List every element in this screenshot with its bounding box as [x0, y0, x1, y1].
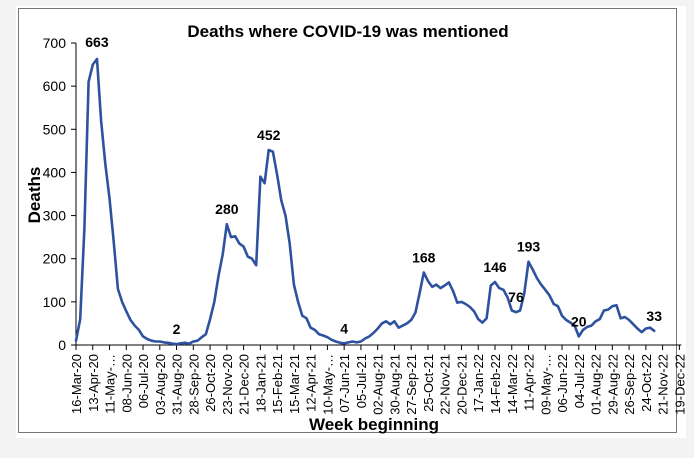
x-tick-label: 10-May-…: [320, 354, 335, 415]
x-tick-label: 12-Apr-21: [304, 354, 319, 412]
y-tick-label: 100: [43, 294, 67, 310]
y-tick-label: 600: [43, 78, 67, 94]
x-tick-label: 08-Jun-20: [119, 354, 134, 413]
x-tick-label: 02-Aug-21: [371, 354, 386, 415]
x-tick-label: 11-May-…: [103, 354, 118, 414]
x-tick-label: 18-Jan-21: [253, 354, 268, 413]
x-tick-label: 04-Jul-22: [572, 354, 587, 408]
x-tick-label: 24-Oct-22: [639, 354, 654, 412]
x-tick-label: 26-Sep-22: [622, 354, 637, 415]
data-label: 663: [85, 34, 109, 50]
x-axis: 16-Mar-20 13-Apr-20 11-May-… 08-Jun-20 06-Ju…: [69, 344, 687, 415]
data-label: 20: [571, 313, 587, 329]
y-tick-label: 500: [43, 121, 67, 137]
x-tick-label: 22-Nov-21: [438, 354, 453, 415]
x-tick-label: 16-Mar-20: [69, 354, 84, 414]
x-tick-label: 11-Apr-22: [522, 354, 537, 411]
x-tick-label: 26-Oct-20: [203, 354, 218, 412]
y-axis: 0 100 200 300 400 500 600 700: [43, 35, 77, 353]
x-tick-label: 28-Sep-20: [186, 354, 201, 415]
x-tick-label: 19-Dec-22: [672, 354, 687, 415]
y-tick-label: 700: [43, 35, 67, 51]
series-line: [74, 57, 656, 346]
x-tick-label: 15-Mar-21: [287, 354, 302, 414]
x-tick-label: 27-Sep-21: [404, 354, 419, 415]
chart-background: [16, 6, 686, 438]
y-tick-label: 300: [43, 208, 67, 224]
y-tick-label: 400: [43, 164, 67, 180]
x-tick-label: 21-Nov-22: [656, 354, 671, 415]
data-label: 2: [173, 321, 181, 337]
x-tick-label: 03-Aug-20: [153, 354, 168, 415]
x-tick-label: 13-Apr-20: [86, 354, 101, 412]
x-tick-label: 14-Mar-22: [505, 354, 520, 414]
x-tick-label: 29-Aug-22: [605, 354, 620, 415]
data-label: 280: [215, 201, 239, 217]
data-label: 4: [340, 320, 348, 336]
x-tick-label: 09-May-…: [538, 354, 553, 415]
chart-title: Deaths where COVID-19 was mentioned: [187, 22, 508, 41]
data-label: 146: [483, 259, 507, 275]
x-tick-label: 06-Jun-22: [555, 354, 570, 413]
x-tick-label: 23-Nov-20: [220, 354, 235, 415]
x-tick-label: 20-Dec-21: [454, 354, 469, 415]
y-axis-title: Deaths: [25, 167, 44, 224]
x-tick-label: 01-Aug-22: [589, 354, 604, 415]
data-label: 168: [412, 250, 436, 266]
x-tick-label: 30-Aug-21: [387, 354, 402, 415]
x-tick-label: 31-Aug-20: [170, 354, 185, 415]
data-label: 33: [646, 308, 662, 324]
y-tick-label: 0: [58, 337, 66, 353]
chart-frame: [18, 8, 677, 433]
series-group: [74, 57, 656, 346]
x-tick-label: 17-Jan-22: [471, 354, 486, 413]
data-label: 76: [508, 289, 524, 305]
data-label: 452: [257, 127, 281, 143]
x-tick-label: 14-Feb-22: [488, 354, 503, 414]
x-tick-label: 05-Jul-21: [354, 354, 369, 408]
data-label: 193: [517, 239, 541, 255]
x-axis-title: Week beginning: [309, 415, 439, 434]
x-tick-label: 25-Oct-21: [421, 354, 436, 412]
x-tick-label: 07-Jun-21: [337, 354, 352, 413]
x-tick-label: 06-Jul-20: [136, 354, 151, 408]
x-tick-label: 15-Feb-21: [270, 354, 285, 414]
y-tick-label: 200: [43, 251, 67, 267]
x-tick-label: 21-Dec-20: [237, 354, 252, 415]
